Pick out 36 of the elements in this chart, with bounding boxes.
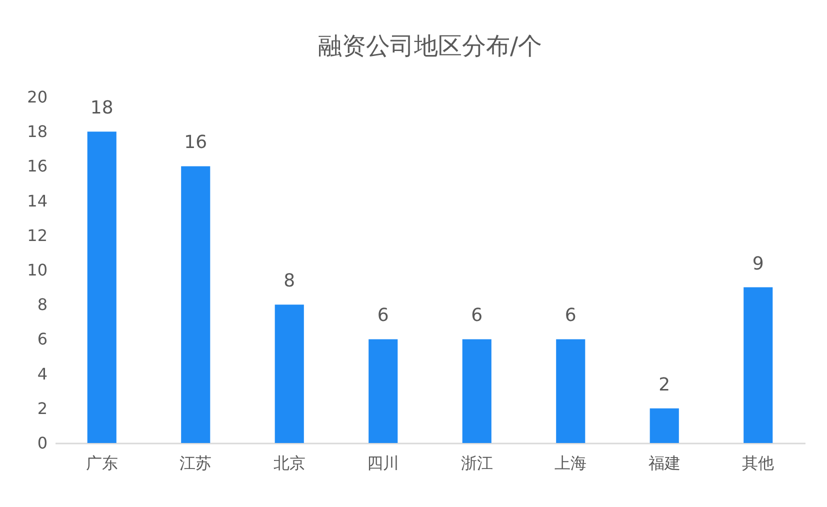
x-tick-label: 其他 [742, 454, 774, 472]
y-tick-label: 0 [37, 434, 48, 452]
y-tick-label: 8 [37, 295, 48, 314]
bar [744, 287, 773, 443]
data-label: 2 [658, 374, 670, 396]
x-tick-label: 浙江 [460, 454, 493, 472]
data-label: 6 [377, 305, 389, 326]
y-tick-label: 16 [27, 156, 48, 176]
y-tick-label: 20 [27, 88, 48, 106]
y-tick-label: 2 [37, 398, 48, 418]
y-tick-label: 10 [27, 260, 48, 280]
y-tick-label: 12 [27, 226, 48, 245]
data-label: 16 [184, 132, 208, 154]
x-tick-label: 福建 [648, 454, 680, 472]
bar [462, 339, 492, 443]
x-tick-label: 广东 [86, 454, 118, 472]
x-tick-label: 上海 [554, 454, 587, 472]
bar [556, 339, 586, 443]
bar [181, 166, 210, 443]
data-label: 9 [752, 253, 764, 274]
y-tick-label: 18 [27, 122, 48, 142]
bar [368, 339, 398, 443]
x-tick-label: 四川 [367, 454, 400, 472]
data-label: 6 [471, 305, 483, 326]
bar [87, 132, 116, 443]
data-label: 18 [90, 98, 114, 119]
y-tick-label: 4 [37, 364, 48, 384]
data-label: 6 [564, 305, 576, 326]
x-tick-label: 江苏 [180, 454, 212, 472]
y-tick-label: 14 [27, 191, 48, 210]
chart-title: 融资公司地区分布/个 [318, 32, 542, 60]
x-tick-label: 北京 [273, 454, 306, 472]
data-label: 8 [284, 270, 296, 292]
bar [650, 408, 679, 443]
y-tick-label: 6 [37, 330, 48, 349]
bar [274, 304, 304, 443]
